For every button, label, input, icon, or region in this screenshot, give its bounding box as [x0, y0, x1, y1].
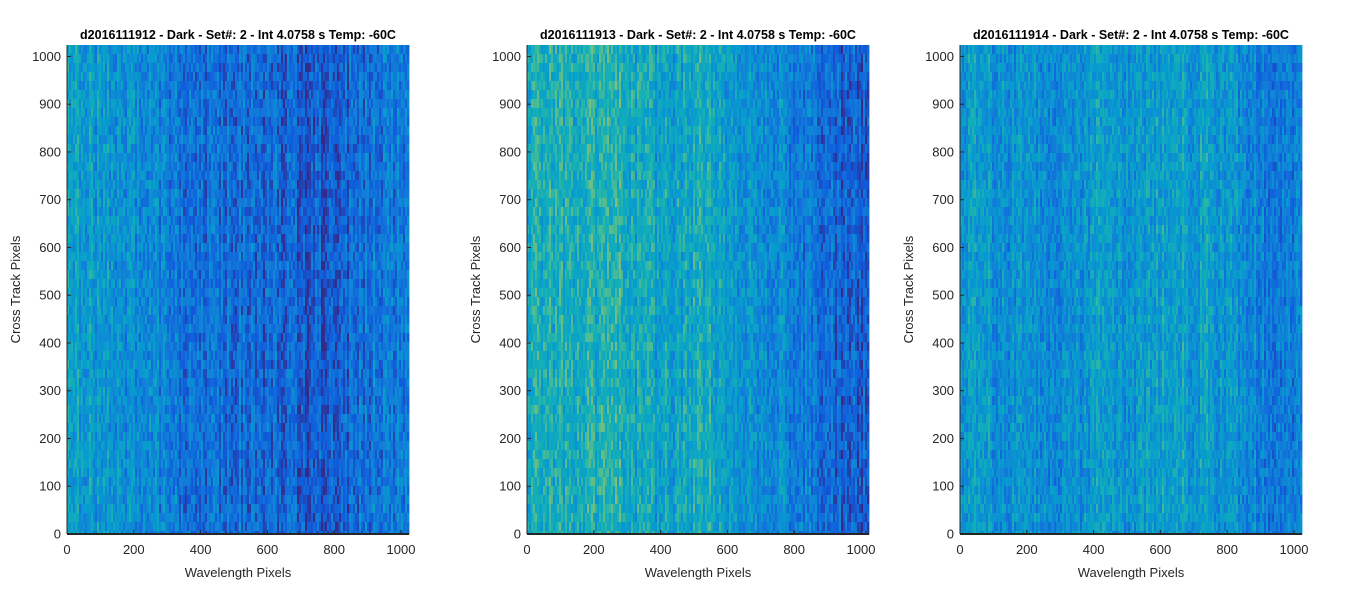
y-tick-label: 900 — [39, 97, 61, 112]
x-tick-label: 0 — [63, 542, 70, 557]
x-tick-label: 200 — [583, 542, 605, 557]
heatmap-image — [67, 45, 409, 534]
y-tick-label: 0 — [514, 527, 521, 542]
x-tick-label: 400 — [1083, 542, 1105, 557]
y-tick-label: 800 — [39, 144, 61, 159]
y-tick-label: 500 — [499, 288, 521, 303]
x-tick-label: 1000 — [387, 542, 416, 557]
y-tick-label: 400 — [499, 335, 521, 350]
y-tick-label: 600 — [932, 240, 954, 255]
y-tick-label: 0 — [54, 527, 61, 542]
x-tick-label: 400 — [650, 542, 672, 557]
y-axis-label: Cross Track Pixels — [901, 235, 916, 343]
y-tick-label: 100 — [932, 479, 954, 494]
y-tick-label: 600 — [39, 240, 61, 255]
y-tick-label: 300 — [39, 383, 61, 398]
y-tick-label: 800 — [932, 144, 954, 159]
y-tick-label: 1000 — [492, 49, 521, 64]
y-tick-label: 300 — [499, 383, 521, 398]
y-tick-label: 600 — [499, 240, 521, 255]
x-axis-label: Wavelength Pixels — [1078, 565, 1185, 580]
x-tick-label: 600 — [717, 542, 739, 557]
heatmap-panel-3: 0 200 400 600 800 1000 0 100 200 300 400 500 600 700 8… — [901, 28, 1308, 580]
y-tick-label: 500 — [39, 288, 61, 303]
y-tick-label: 400 — [39, 335, 61, 350]
y-tick-label: 200 — [932, 431, 954, 446]
x-tick-label: 600 — [1150, 542, 1172, 557]
chart-title: d2016111914 - Dark - Set#: 2 - Int 4.075… — [973, 28, 1289, 42]
y-tick-label: 300 — [932, 383, 954, 398]
x-tick-label: 800 — [783, 542, 805, 557]
x-tick-label: 800 — [323, 542, 345, 557]
x-tick-label: 1000 — [1280, 542, 1309, 557]
x-tick-label: 0 — [523, 542, 530, 557]
y-tick-label: 0 — [947, 527, 954, 542]
chart-title: d2016111912 - Dark - Set#: 2 - Int 4.075… — [80, 28, 396, 42]
y-tick-label: 500 — [932, 288, 954, 303]
y-tick-label: 100 — [39, 479, 61, 494]
y-tick-label: 1000 — [925, 49, 954, 64]
y-tick-label: 700 — [499, 192, 521, 207]
x-tick-label: 1000 — [847, 542, 876, 557]
y-tick-label: 700 — [39, 192, 61, 207]
heatmap-panel-1: 0 200 400 600 800 1000 0 100 200 300 400 500 600 700 8… — [8, 28, 415, 580]
y-tick-label: 800 — [499, 144, 521, 159]
x-tick-label: 200 — [123, 542, 145, 557]
x-tick-label: 800 — [1216, 542, 1238, 557]
x-axis-label: Wavelength Pixels — [645, 565, 752, 580]
x-tick-label: 0 — [956, 542, 963, 557]
y-tick-label: 900 — [499, 97, 521, 112]
y-tick-label: 200 — [39, 431, 61, 446]
y-axis-label: Cross Track Pixels — [468, 235, 483, 343]
heatmap-image — [527, 45, 869, 534]
x-axis-label: Wavelength Pixels — [185, 565, 292, 580]
heatmap-image — [960, 45, 1302, 534]
x-tick-label: 200 — [1016, 542, 1038, 557]
y-tick-label: 1000 — [32, 49, 61, 64]
chart-title: d2016111913 - Dark - Set#: 2 - Int 4.075… — [540, 28, 856, 42]
y-tick-label: 900 — [932, 97, 954, 112]
heatmap-panel-2: 0 200 400 600 800 1000 0 100 200 300 400 500 600 700 8… — [468, 28, 875, 580]
y-tick-label: 700 — [932, 192, 954, 207]
x-tick-label: 600 — [257, 542, 279, 557]
y-tick-label: 100 — [499, 479, 521, 494]
y-tick-label: 200 — [499, 431, 521, 446]
x-tick-label: 400 — [190, 542, 212, 557]
y-axis-label: Cross Track Pixels — [8, 235, 23, 343]
y-tick-label: 400 — [932, 335, 954, 350]
